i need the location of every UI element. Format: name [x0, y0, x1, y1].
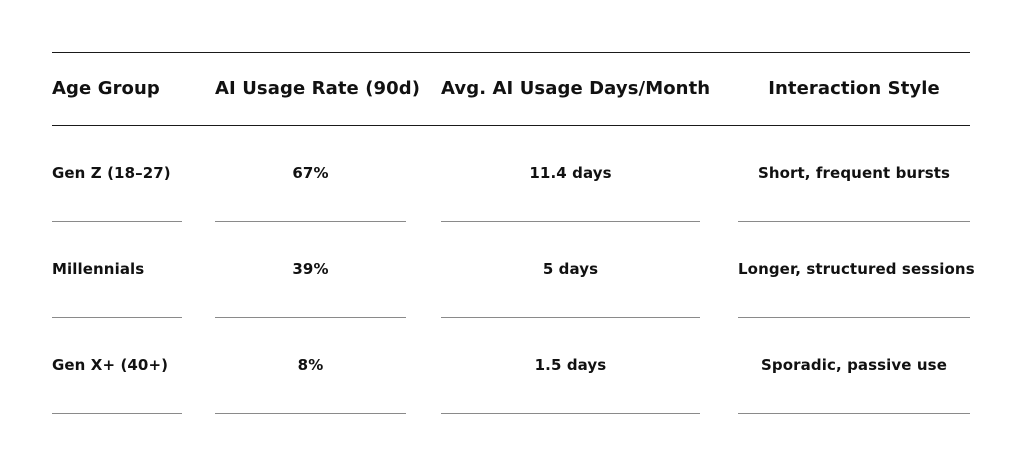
row-divider — [441, 317, 700, 318]
row-divider — [215, 317, 406, 318]
row-divider — [738, 221, 970, 222]
cell-interaction-style: Short, frequent bursts — [757, 164, 951, 182]
cell-usage-days: 11.4 days — [529, 164, 612, 182]
row-divider — [52, 317, 182, 318]
cell-usage-days: 1.5 days — [534, 356, 607, 374]
header-avg-usage-days: Avg. AI Usage Days/Month — [441, 78, 711, 99]
cell-usage-rate: 8% — [297, 356, 324, 374]
row-divider — [441, 413, 700, 414]
row-divider — [52, 413, 182, 414]
header-ai-usage-rate: AI Usage Rate (90d) — [215, 78, 421, 99]
row-divider — [52, 221, 182, 222]
cell-usage-rate: 67% — [292, 164, 329, 182]
cell-interaction-style: Longer, structured sessions — [738, 260, 975, 278]
table-header-rule — [52, 125, 970, 126]
header-interaction-style: Interaction Style — [768, 78, 940, 99]
cell-age-group: Gen Z (18–27) — [52, 164, 171, 182]
cell-interaction-style: Sporadic, passive use — [761, 356, 947, 374]
row-divider — [738, 317, 970, 318]
cell-age-group: Gen X+ (40+) — [52, 356, 169, 374]
cell-usage-days: 5 days — [542, 260, 599, 278]
cell-usage-rate: 39% — [292, 260, 329, 278]
header-age-group: Age Group — [52, 78, 160, 99]
cell-age-group: Millennials — [52, 260, 145, 278]
table-top-rule — [52, 52, 970, 53]
row-divider — [215, 221, 406, 222]
row-divider — [441, 221, 700, 222]
row-divider — [738, 413, 970, 414]
row-divider — [215, 413, 406, 414]
